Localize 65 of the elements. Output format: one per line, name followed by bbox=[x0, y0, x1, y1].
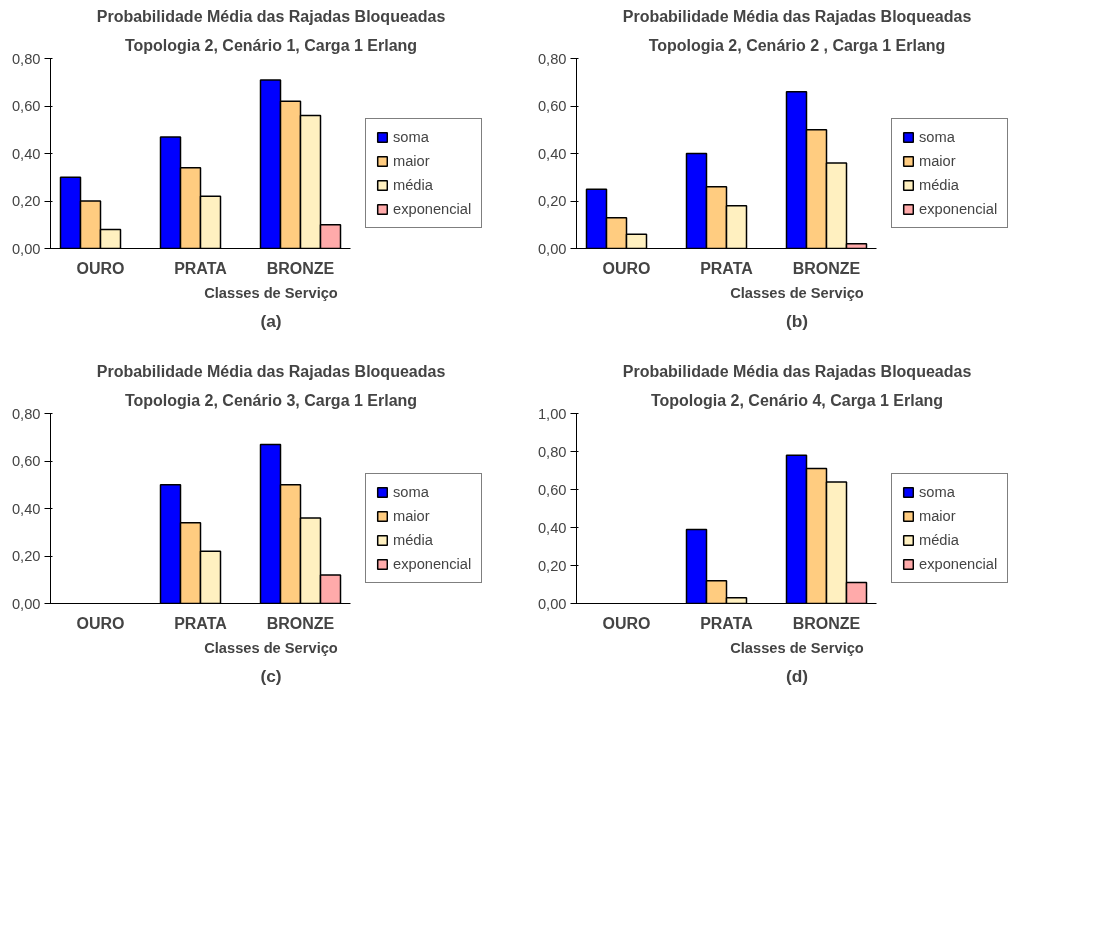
legend-label: exponencial bbox=[919, 556, 998, 572]
y-tick-label: 0,20 bbox=[537, 557, 567, 574]
x-tick-label: BRONZE bbox=[792, 259, 861, 277]
text: (c) bbox=[260, 665, 282, 686]
legend-label: soma bbox=[919, 129, 955, 145]
y-tick-label: 0,40 bbox=[537, 145, 567, 162]
chart-subtitle: Topologia 2, Cenário 2 , Carga 1 Erlang bbox=[648, 36, 946, 54]
legend-label: soma bbox=[919, 484, 955, 500]
x-tick-label: BRONZE bbox=[266, 259, 335, 277]
legend-label: soma bbox=[393, 129, 429, 145]
y-tick-label: 0,40 bbox=[11, 500, 41, 517]
legend-label: média bbox=[919, 177, 959, 193]
y-tick-label: 0,20 bbox=[11, 193, 41, 209]
x-tick-label: OURO bbox=[76, 259, 125, 277]
x-tick-label: OURO bbox=[602, 259, 651, 277]
y-tick-label: 0,60 bbox=[11, 98, 41, 114]
x-tick-label: PRATA bbox=[174, 614, 228, 632]
text: (d) bbox=[785, 665, 809, 686]
y-tick-label: 0,80 bbox=[11, 405, 41, 422]
y-tick-label: 0,80 bbox=[537, 443, 567, 460]
x-axis-title: Classes de Serviço bbox=[730, 284, 864, 301]
legend-label: exponencial bbox=[919, 201, 998, 217]
y-tick-label: 0,00 bbox=[11, 240, 41, 257]
y-tick-label: 0,00 bbox=[537, 240, 567, 257]
x-tick-label: PRATA bbox=[700, 614, 754, 632]
chart-title: Probabilidade Média das Rajadas Bloqueadas bbox=[622, 362, 972, 380]
x-axis-title: Classes de Serviço bbox=[204, 284, 338, 301]
y-tick-label: 0,40 bbox=[11, 145, 41, 162]
y-tick-label: 1,00 bbox=[537, 405, 567, 422]
y-tick-label: 0,80 bbox=[11, 50, 41, 67]
legend-label: média bbox=[919, 532, 959, 548]
legend-label: média bbox=[393, 532, 433, 548]
legend-label: soma bbox=[393, 484, 429, 500]
y-tick-label: 0,60 bbox=[537, 98, 567, 114]
y-tick-label: 0,40 bbox=[537, 519, 567, 536]
text: (b) bbox=[785, 310, 809, 331]
legend-label: maior bbox=[919, 508, 956, 524]
y-tick-label: 0,00 bbox=[537, 595, 567, 612]
y-tick-label: 0,20 bbox=[537, 193, 567, 209]
x-tick-label: BRONZE bbox=[792, 614, 861, 632]
x-tick-label: OURO bbox=[76, 614, 125, 632]
chart-title: Probabilidade Média das Rajadas Bloqueadas bbox=[96, 7, 446, 25]
legend-label: maior bbox=[393, 508, 430, 524]
x-tick-label: BRONZE bbox=[266, 614, 335, 632]
x-axis-title: Classes de Serviço bbox=[204, 639, 338, 656]
chart-subtitle: Topologia 2, Cenário 1, Carga 1 Erlang bbox=[124, 36, 418, 54]
legend-label: maior bbox=[919, 153, 956, 169]
legend-label: exponencial bbox=[393, 201, 472, 217]
y-tick-label: 0,60 bbox=[537, 481, 567, 498]
legend-label: maior bbox=[393, 153, 430, 169]
x-tick-label: PRATA bbox=[700, 259, 754, 277]
chart-subtitle: Topologia 2, Cenário 4, Carga 1 Erlang bbox=[650, 391, 944, 409]
chart-subtitle: Topologia 2, Cenário 3, Carga 1 Erlang bbox=[124, 391, 418, 409]
x-tick-label: PRATA bbox=[174, 259, 228, 277]
chart-title: Probabilidade Média das Rajadas Bloqueadas bbox=[96, 362, 446, 380]
y-tick-label: 0,20 bbox=[11, 548, 41, 564]
y-tick-label: 0,00 bbox=[11, 595, 41, 612]
chart-title: Probabilidade Média das Rajadas Bloqueadas bbox=[622, 7, 972, 25]
legend-label: exponencial bbox=[393, 556, 472, 572]
x-axis-title: Classes de Serviço bbox=[730, 639, 864, 656]
legend-label: média bbox=[393, 177, 433, 193]
y-tick-label: 0,60 bbox=[11, 453, 41, 469]
text: (a) bbox=[260, 310, 282, 331]
y-tick-label: 0,80 bbox=[537, 50, 567, 67]
x-tick-label: OURO bbox=[602, 614, 651, 632]
